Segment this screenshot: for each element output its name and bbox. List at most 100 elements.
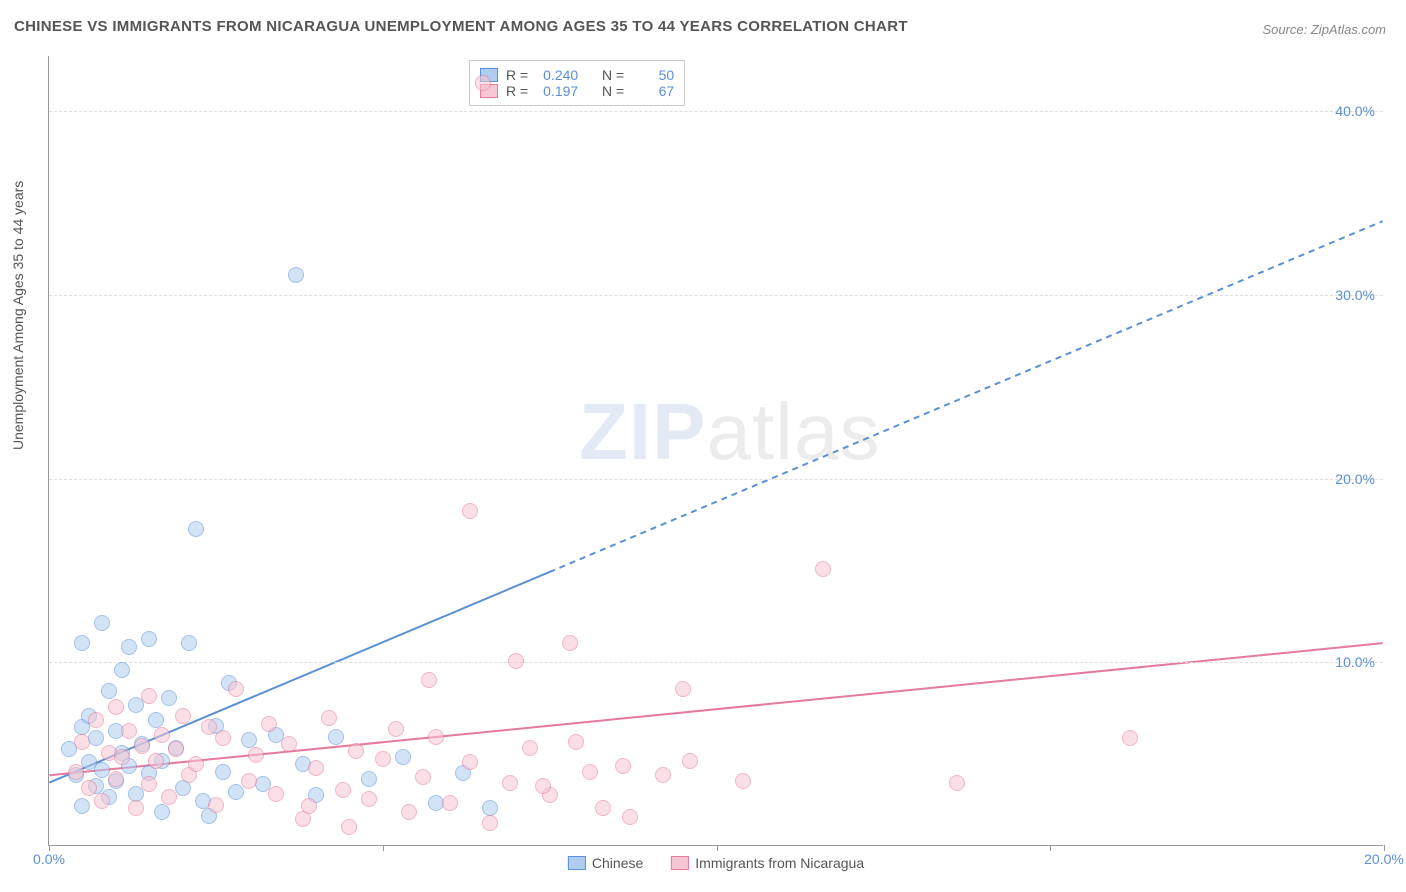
- legend-swatch-chinese: [568, 856, 586, 870]
- data-point-nicaragua: [248, 747, 264, 763]
- data-point-chinese: [288, 267, 304, 283]
- data-point-nicaragua: [168, 741, 184, 757]
- watermark: ZIPatlas: [579, 386, 880, 478]
- watermark-part2: atlas: [706, 387, 880, 476]
- trend-line-dashed-chinese: [549, 221, 1382, 572]
- data-point-chinese: [148, 712, 164, 728]
- x-tick-label: 20.0%: [1364, 851, 1404, 867]
- data-point-chinese: [74, 798, 90, 814]
- data-point-nicaragua: [261, 716, 277, 732]
- gridline-horizontal: [49, 111, 1383, 112]
- legend-n-label: N =: [602, 83, 624, 99]
- data-point-nicaragua: [595, 800, 611, 816]
- data-point-chinese: [154, 804, 170, 820]
- data-point-nicaragua: [108, 771, 124, 787]
- data-point-nicaragua: [815, 561, 831, 577]
- data-point-nicaragua: [161, 789, 177, 805]
- data-point-nicaragua: [949, 775, 965, 791]
- legend-label-chinese: Chinese: [592, 855, 643, 871]
- data-point-nicaragua: [582, 764, 598, 780]
- data-point-chinese: [94, 615, 110, 631]
- data-point-chinese: [188, 521, 204, 537]
- data-point-nicaragua: [188, 756, 204, 772]
- data-point-nicaragua: [482, 815, 498, 831]
- data-point-nicaragua: [335, 782, 351, 798]
- watermark-part1: ZIP: [579, 387, 706, 476]
- data-point-nicaragua: [462, 503, 478, 519]
- data-point-nicaragua: [241, 773, 257, 789]
- x-tick: [717, 845, 718, 851]
- data-point-chinese: [114, 662, 130, 678]
- data-point-chinese: [215, 764, 231, 780]
- data-point-nicaragua: [1122, 730, 1138, 746]
- data-point-nicaragua: [622, 809, 638, 825]
- legend-r-value-nicaragua: 0.197: [536, 83, 578, 99]
- data-point-nicaragua: [428, 729, 444, 745]
- data-point-nicaragua: [415, 769, 431, 785]
- data-point-nicaragua: [321, 710, 337, 726]
- data-point-chinese: [228, 784, 244, 800]
- chart-title: CHINESE VS IMMIGRANTS FROM NICARAGUA UNE…: [14, 18, 908, 35]
- data-point-chinese: [361, 771, 377, 787]
- data-point-nicaragua: [121, 723, 137, 739]
- y-tick-label: 20.0%: [1335, 471, 1375, 487]
- y-tick-label: 10.0%: [1335, 654, 1375, 670]
- data-point-chinese: [74, 635, 90, 651]
- plot-area: ZIPatlas R =0.240 N =50R =0.197 N =67 Ch…: [48, 56, 1383, 846]
- x-tick: [383, 845, 384, 851]
- data-point-nicaragua: [94, 793, 110, 809]
- data-point-nicaragua: [108, 699, 124, 715]
- data-point-chinese: [101, 683, 117, 699]
- legend-stats-box: R = 0.240 N = 50 R = 0.197 N = 67: [469, 60, 685, 106]
- legend-label-nicaragua: Immigrants from Nicaragua: [695, 855, 864, 871]
- data-point-nicaragua: [68, 764, 84, 780]
- data-point-nicaragua: [508, 653, 524, 669]
- data-point-nicaragua: [141, 688, 157, 704]
- data-point-nicaragua: [475, 75, 491, 91]
- data-point-chinese: [141, 631, 157, 647]
- data-point-nicaragua: [341, 819, 357, 835]
- y-tick-label: 30.0%: [1335, 287, 1375, 303]
- data-point-nicaragua: [281, 736, 297, 752]
- data-point-nicaragua: [388, 721, 404, 737]
- data-point-nicaragua: [148, 753, 164, 769]
- data-point-nicaragua: [375, 751, 391, 767]
- data-point-nicaragua: [502, 775, 518, 791]
- legend-n-label: N =: [602, 67, 624, 83]
- gridline-horizontal: [49, 479, 1383, 480]
- data-point-nicaragua: [568, 734, 584, 750]
- legend-r-label: R =: [506, 83, 528, 99]
- data-point-nicaragua: [562, 635, 578, 651]
- data-point-nicaragua: [348, 743, 364, 759]
- data-point-nicaragua: [361, 791, 377, 807]
- y-tick-label: 40.0%: [1335, 103, 1375, 119]
- data-point-chinese: [328, 729, 344, 745]
- data-point-nicaragua: [141, 776, 157, 792]
- data-point-nicaragua: [201, 719, 217, 735]
- data-point-nicaragua: [134, 738, 150, 754]
- data-point-nicaragua: [682, 753, 698, 769]
- legend-n-value-chinese: 50: [632, 67, 674, 83]
- legend-stats-row-nicaragua: R = 0.197 N = 67: [480, 83, 674, 99]
- data-point-nicaragua: [175, 708, 191, 724]
- source-attribution: Source: ZipAtlas.com: [1262, 22, 1386, 37]
- data-point-nicaragua: [421, 672, 437, 688]
- data-point-nicaragua: [74, 734, 90, 750]
- data-point-nicaragua: [114, 749, 130, 765]
- data-point-nicaragua: [308, 760, 324, 776]
- data-point-nicaragua: [154, 727, 170, 743]
- legend-r-value-chinese: 0.240: [536, 67, 578, 83]
- data-point-chinese: [482, 800, 498, 816]
- data-point-nicaragua: [462, 754, 478, 770]
- data-point-nicaragua: [208, 797, 224, 813]
- data-point-chinese: [395, 749, 411, 765]
- legend-r-label: R =: [506, 67, 528, 83]
- data-point-nicaragua: [401, 804, 417, 820]
- data-point-chinese: [161, 690, 177, 706]
- data-point-nicaragua: [655, 767, 671, 783]
- legend-item-nicaragua: Immigrants from Nicaragua: [671, 855, 864, 871]
- data-point-nicaragua: [735, 773, 751, 789]
- legend-n-value-nicaragua: 67: [632, 83, 674, 99]
- data-point-chinese: [121, 639, 137, 655]
- x-tick: [1050, 845, 1051, 851]
